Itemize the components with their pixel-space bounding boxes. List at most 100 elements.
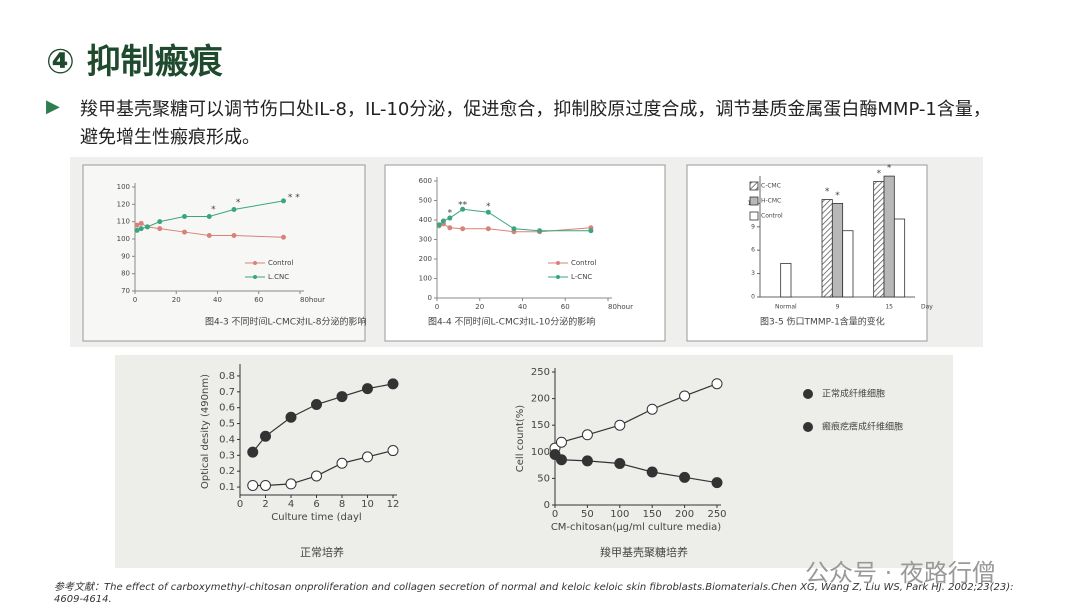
legend-marker xyxy=(803,389,813,399)
legend-label: Control xyxy=(571,259,596,267)
data-point xyxy=(285,411,297,423)
legend-label: Control xyxy=(268,259,293,267)
data-point xyxy=(336,391,348,403)
bar xyxy=(821,199,833,298)
y-tick-label: 150 xyxy=(531,420,550,431)
data-point xyxy=(260,479,271,491)
annotation: * xyxy=(211,205,216,215)
data-point xyxy=(387,445,399,457)
data-point xyxy=(247,479,259,491)
legend-marker xyxy=(556,261,560,265)
bar xyxy=(883,175,895,298)
bar xyxy=(893,218,906,298)
data-point xyxy=(134,222,140,228)
x-tick-label: 12 xyxy=(387,499,400,510)
legend-marker xyxy=(253,261,257,265)
data-point xyxy=(138,220,144,226)
y-tick-label: 110 xyxy=(117,218,130,226)
legend-label: H-CMC xyxy=(761,198,781,205)
data-point xyxy=(485,226,491,232)
y-tick-label: 120 xyxy=(117,200,130,208)
x-tick-label: 15 xyxy=(885,304,893,311)
legend-label: L.CNC xyxy=(268,273,289,281)
x-tick-label: 4 xyxy=(288,499,294,510)
data-point xyxy=(447,215,453,221)
data-point xyxy=(511,226,517,232)
data-point xyxy=(387,378,399,390)
y-tick-label: 0.1 xyxy=(219,482,235,493)
y-tick-label: 100 xyxy=(117,183,130,191)
x-tick-label: 60 xyxy=(254,296,263,304)
x-tick-label: Normal xyxy=(775,304,797,311)
bar xyxy=(780,263,792,298)
x-axis-label: Culture time (dayl xyxy=(271,512,361,523)
y-tick-label: 0.6 xyxy=(219,403,235,414)
x-tick-label: 20 xyxy=(172,296,181,304)
data-point xyxy=(311,470,322,482)
data-point xyxy=(581,429,593,441)
bullet-line: 避免增生性瘢痕形成。 xyxy=(80,127,260,148)
legend-swatch xyxy=(749,181,759,191)
x-tick-label: 200 xyxy=(675,509,694,520)
y-tick-label: 250 xyxy=(531,367,550,378)
data-point xyxy=(311,399,322,411)
data-point xyxy=(436,222,442,228)
figure-frame xyxy=(384,164,666,342)
panel xyxy=(115,355,953,568)
data-point xyxy=(447,225,453,231)
data-point xyxy=(134,227,140,233)
annotation: * xyxy=(486,202,491,212)
caption: 图3-5 伤口TMMP-1含量的变化 xyxy=(760,316,885,328)
data-point xyxy=(711,477,723,489)
data-point xyxy=(485,209,491,215)
y-tick-label: 600 xyxy=(419,177,432,185)
y-tick-label: 200 xyxy=(531,394,550,405)
y-tick-label: 70 xyxy=(121,287,130,295)
caption: 正常培养 xyxy=(300,545,344,559)
y-tick-label: 100 xyxy=(117,235,130,243)
y-tick-label: 0 xyxy=(544,500,550,511)
y-tick-label: 90 xyxy=(121,252,130,260)
data-point xyxy=(182,229,187,235)
y-tick-label: 9 xyxy=(751,223,755,230)
data-point xyxy=(260,430,271,442)
bar xyxy=(831,202,844,298)
data-point xyxy=(281,198,286,204)
data-point xyxy=(711,378,723,390)
data-point xyxy=(157,226,163,232)
data-point xyxy=(336,457,348,469)
legend-label: Control xyxy=(761,213,783,220)
y-tick-label: 0.7 xyxy=(219,387,235,398)
slide-title: ④ 抑制瘢痕 xyxy=(46,42,223,82)
annotation: * xyxy=(835,191,840,201)
data-point xyxy=(537,228,543,234)
reference: 4609-4614. xyxy=(54,594,112,605)
caption: 图4-4 不同时间L-CMC对IL-10分泌的影响 xyxy=(428,316,595,328)
x-tick-label: 0 xyxy=(133,296,137,304)
y-tick-label: 300 xyxy=(419,236,432,244)
legend-label: 正常成纤维细胞 xyxy=(822,388,885,400)
y-tick-label: 3 xyxy=(751,270,755,277)
y-tick-label: 0.5 xyxy=(219,419,235,430)
legend-marker xyxy=(803,422,813,432)
data-point xyxy=(555,454,567,466)
y-axis-label: Cell count(%) xyxy=(515,405,526,472)
data-point xyxy=(157,219,163,225)
watermark: 公众号 · 夜路行僧 xyxy=(805,559,996,587)
data-point xyxy=(679,471,691,483)
legend-label: L-CNC xyxy=(571,273,592,281)
data-point xyxy=(138,226,144,232)
y-tick-label: 200 xyxy=(419,255,432,263)
x-tick-label: 40 xyxy=(518,303,527,311)
data-point xyxy=(440,218,446,224)
annotation: * xyxy=(236,198,241,208)
x-tick-label: 80hour xyxy=(608,303,633,311)
y-tick-label: 0 xyxy=(428,294,432,302)
data-point xyxy=(281,234,286,240)
x-tick-label: 0 xyxy=(435,303,439,311)
data-point xyxy=(362,383,373,395)
annotation: * xyxy=(887,164,892,174)
legend-label: C-CMC xyxy=(761,183,781,190)
y-tick-label: 400 xyxy=(419,216,432,224)
